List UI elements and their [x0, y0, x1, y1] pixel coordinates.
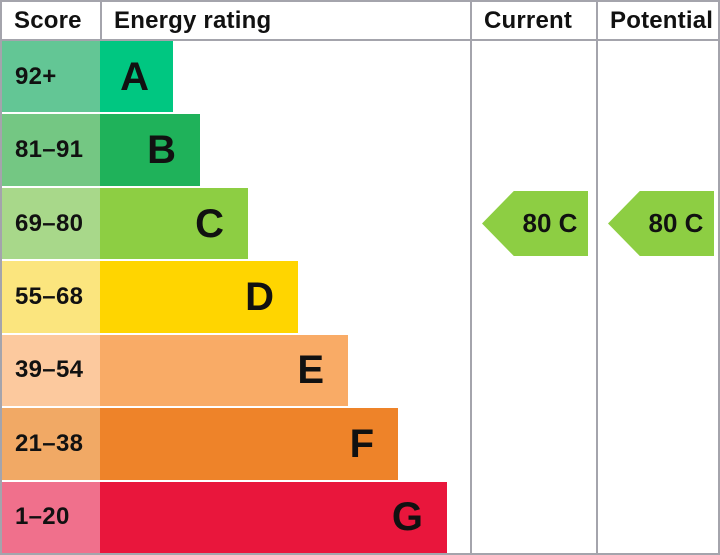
score-range-d: 55–68	[2, 261, 100, 333]
score-range-b: 81–91	[2, 114, 100, 186]
score-range-e: 39–54	[2, 334, 100, 407]
score-range-a: 92+	[2, 41, 100, 113]
score-range-c: 69–80	[2, 187, 100, 260]
header-score: Score	[14, 6, 82, 34]
band-row-d: 55–68 D	[2, 261, 470, 333]
score-range-g: 1–20	[2, 481, 100, 553]
band-row-e: 39–54 E	[2, 334, 470, 407]
band-bar-g: G	[100, 481, 447, 553]
band-bar-e: E	[100, 334, 348, 407]
header-potential: Potential	[610, 6, 714, 34]
band-row-a: 92+ A	[2, 41, 470, 113]
band-bar-d: D	[100, 261, 298, 333]
band-bar-c: C	[100, 187, 248, 260]
band-bar-f: F	[100, 408, 398, 480]
current-column-divider	[470, 2, 472, 553]
band-row-g: 1–20 G	[2, 481, 470, 553]
score-range-f: 21–38	[2, 408, 100, 480]
band-bar-a: A	[100, 41, 173, 113]
band-row-c: 69–80 C	[2, 187, 470, 260]
header-energy-rating: Energy rating	[114, 6, 272, 34]
chart-header-row: Score Energy rating Current Potential	[2, 2, 718, 41]
header-current: Current	[484, 6, 573, 34]
potential-column-divider	[596, 2, 598, 553]
score-column-divider	[100, 2, 102, 41]
rating-bands: 92+ A 81–91 B 69–80 C 55–68 D 39–54 E 21…	[2, 41, 470, 553]
band-bar-b: B	[100, 114, 200, 186]
potential-rating-arrow: 80 C	[608, 191, 714, 256]
current-rating-arrow: 80 C	[482, 191, 588, 256]
band-row-b: 81–91 B	[2, 114, 470, 186]
band-row-f: 21–38 F	[2, 408, 470, 480]
